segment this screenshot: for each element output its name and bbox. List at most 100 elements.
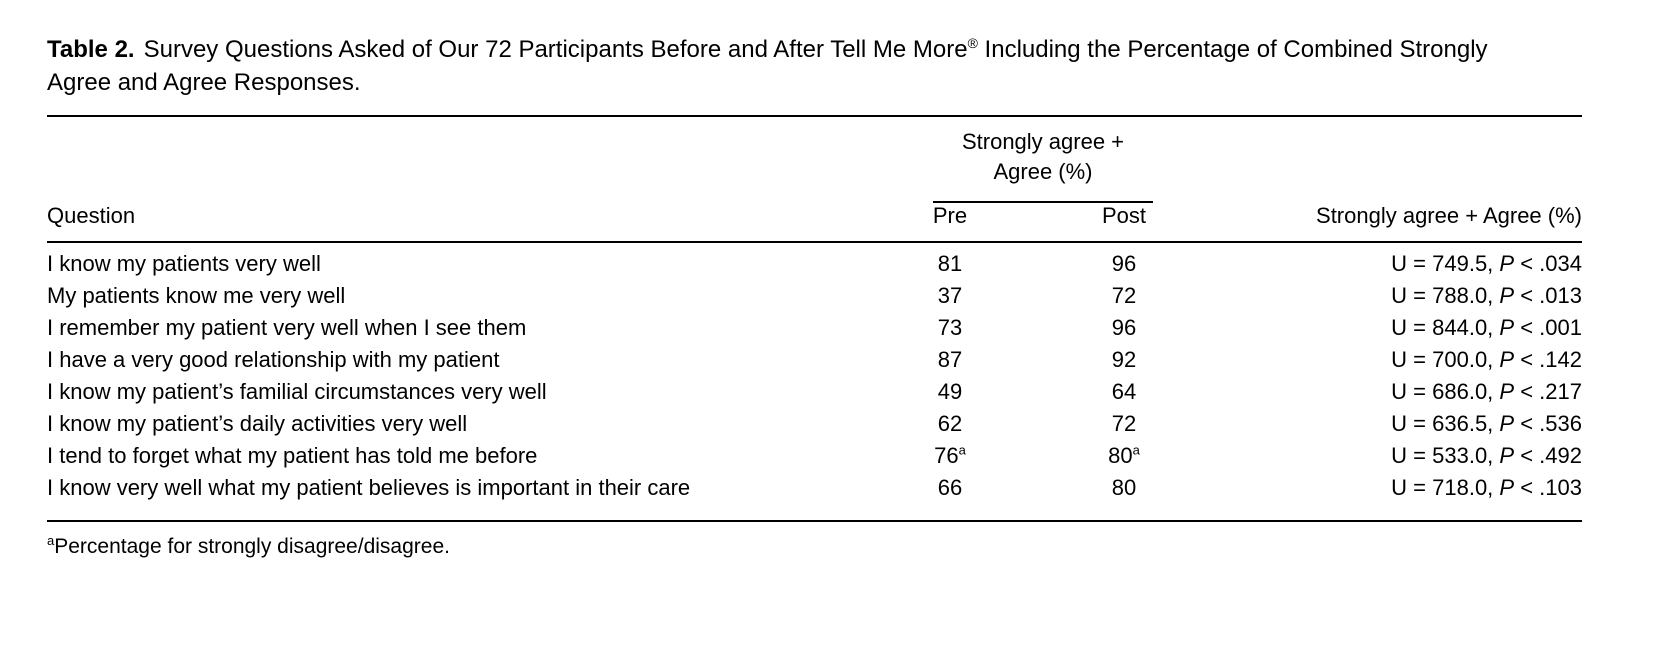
post-value: 80 (1111, 475, 1137, 500)
question-cell: I know my patient’s familial circumstanc… (47, 379, 547, 404)
post-value: 92 (1111, 347, 1137, 372)
p-value: < .103 (1514, 475, 1582, 500)
question-cell: I tend to forget what my patient has tol… (47, 443, 538, 468)
pre-value-cell: 37 (907, 280, 993, 312)
pre-value: 76 (934, 443, 959, 468)
question-cell: I know my patients very well (47, 251, 321, 276)
post-value: 96 (1111, 251, 1137, 276)
post-value-cell: 80 (993, 472, 1255, 522)
post-value: 72 (1111, 411, 1137, 436)
span-header-line1: Strongly agree + (961, 129, 1125, 154)
stats-cell: U = 749.5, P < .034 (1255, 242, 1582, 280)
pre-value-cell: 73 (907, 312, 993, 344)
u-statistic: U = 533.0, (1391, 443, 1500, 468)
registered-trademark-icon: ® (967, 35, 978, 51)
stats-cell: U = 788.0, P < .013 (1255, 280, 1582, 312)
table-caption-text: Survey Questions Asked of Our 72 Partici… (143, 36, 968, 63)
post-value-cell: 96 (993, 312, 1255, 344)
p-symbol: P (1499, 475, 1515, 500)
p-value: < .013 (1514, 283, 1582, 308)
post-value-cell: 72 (993, 408, 1255, 440)
pre-value: 81 (937, 251, 963, 276)
post-value: 72 (1111, 283, 1137, 308)
span-header-line2: Agree (%) (993, 159, 1093, 184)
question-cell: I know my patient’s daily activities ver… (47, 411, 468, 436)
table-caption-text-after: Including the Percentage of Combined Str… (47, 36, 1488, 96)
u-statistic: U = 686.0, (1391, 379, 1500, 404)
pre-value-cell: 62 (907, 408, 993, 440)
stats-cell: U = 533.0, P < .492 (1255, 440, 1582, 472)
stats-cell: U = 718.0, P < .103 (1255, 472, 1582, 522)
post-value-cell: 72 (993, 280, 1255, 312)
post-value-cell: 64 (993, 376, 1255, 408)
u-statistic: U = 700.0, (1391, 347, 1500, 372)
table-row: I know my patients very well 81 96 U = 7… (47, 242, 1582, 280)
post-value-cell: 96 (993, 242, 1255, 280)
p-symbol: P (1499, 443, 1515, 468)
p-symbol: P (1499, 283, 1515, 308)
stats-cell: U = 636.5, P < .536 (1255, 408, 1582, 440)
p-symbol: P (1499, 411, 1515, 436)
stats-cell: U = 700.0, P < .142 (1255, 344, 1582, 376)
footnote-marker-sup: a (958, 442, 966, 458)
table-row: I know my patient’s familial circumstanc… (47, 376, 1582, 408)
span-header-row: Strongly agree + Agree (%) (47, 116, 1582, 203)
span-header-cell: Strongly agree + Agree (%) (907, 116, 1255, 203)
pre-value: 62 (937, 411, 963, 436)
p-value: < .142 (1514, 347, 1582, 372)
u-statistic: U = 718.0, (1391, 475, 1500, 500)
footnote-marker: a (47, 533, 55, 548)
pre-value-cell: 87 (907, 344, 993, 376)
table-caption-label: Table 2. (47, 36, 135, 63)
table-row: I know very well what my patient believe… (47, 472, 1582, 522)
post-value-cell: 92 (993, 344, 1255, 376)
footnote-marker-sup: a (1132, 442, 1140, 458)
u-statistic: U = 749.5, (1391, 251, 1500, 276)
pre-value: 73 (937, 315, 963, 340)
question-cell: I know very well what my patient believe… (47, 472, 907, 522)
p-symbol: P (1499, 379, 1515, 404)
table-row: I tend to forget what my patient has tol… (47, 440, 1582, 472)
p-value: < .217 (1514, 379, 1582, 404)
pre-value-cell: 49 (907, 376, 993, 408)
p-value: < .001 (1514, 315, 1582, 340)
post-value-cell: 80a (993, 440, 1255, 472)
p-value: < .492 (1514, 443, 1582, 468)
survey-results-table: Strongly agree + Agree (%) Question Pre … (47, 115, 1582, 522)
span-header-spacer (1255, 116, 1582, 203)
question-cell: I remember my patient very well when I s… (47, 315, 527, 340)
pre-value: 37 (937, 283, 963, 308)
column-header-row: Question Pre Post Strongly agree + Agree… (47, 203, 1582, 243)
pre-value: 87 (937, 347, 963, 372)
pre-value: 49 (937, 379, 963, 404)
u-statistic: U = 844.0, (1391, 315, 1500, 340)
pre-value-cell: 76a (907, 440, 993, 472)
table-row: I remember my patient very well when I s… (47, 312, 1582, 344)
table-row: I have a very good relationship with my … (47, 344, 1582, 376)
question-cell: I have a very good relationship with my … (47, 347, 500, 372)
p-symbol: P (1499, 347, 1515, 372)
stats-cell: U = 686.0, P < .217 (1255, 376, 1582, 408)
u-statistic: U = 788.0, (1391, 283, 1500, 308)
span-header-spacer (47, 116, 907, 203)
footnote-text: Percentage for strongly disagree/disagre… (54, 535, 450, 558)
post-value: 64 (1111, 379, 1137, 404)
table-caption: Table 2. Survey Questions Asked of Our 72… (47, 33, 1547, 99)
col-header-stats: Strongly agree + Agree (%) (1255, 203, 1582, 243)
pre-value-cell: 81 (907, 242, 993, 280)
pre-value: 66 (937, 475, 963, 500)
u-statistic: U = 636.5, (1391, 411, 1500, 436)
col-header-post: Post (993, 203, 1255, 243)
footnote: aPercentage for strongly disagree/disagr… (47, 534, 1582, 560)
p-symbol: P (1499, 315, 1515, 340)
table-row: My patients know me very well 37 72 U = … (47, 280, 1582, 312)
post-value: 96 (1111, 315, 1137, 340)
question-cell: My patients know me very well (47, 283, 346, 308)
pre-value-cell: 66 (907, 472, 993, 522)
post-value: 80 (1108, 443, 1133, 468)
stats-cell: U = 844.0, P < .001 (1255, 312, 1582, 344)
span-header-group: Strongly agree + Agree (%) (933, 117, 1153, 203)
col-header-pre: Pre (907, 203, 993, 243)
table-row: I know my patient’s daily activities ver… (47, 408, 1582, 440)
